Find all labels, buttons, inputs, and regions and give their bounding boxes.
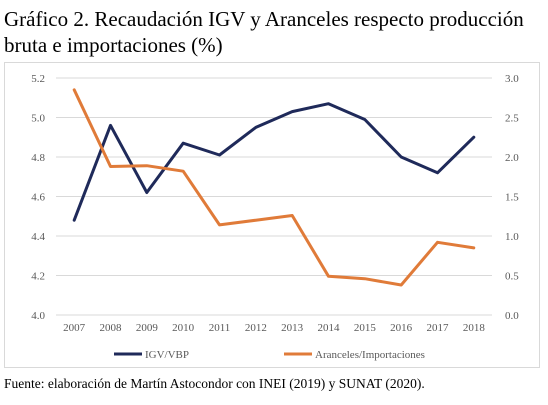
y-right-tick-label: 0.0 (505, 310, 519, 322)
chart-frame (4, 62, 540, 368)
series-line-aranceles-importaciones (72, 88, 476, 287)
x-tick-label: 2012 (245, 322, 267, 334)
series-line-igv-vbp (72, 102, 476, 222)
x-tick-label: 2017 (427, 322, 450, 334)
legend-label: Aranceles/Importaciones (315, 349, 425, 361)
x-tick-label: 2016 (390, 322, 413, 334)
chart-title: Gráfico 2. Recaudación IGV y Aranceles r… (4, 7, 524, 57)
line-chart: 4.0 4.2 4.4 4.6 4.8 5.0 5.2 0.0 0.5 1.0 1.5 2.0 2.5 3… (31, 73, 519, 361)
source-note: Fuente: elaboración de Martín Astocondor… (4, 376, 425, 391)
y-left-tick-label: 4.2 (31, 271, 45, 283)
y-left-tick-label: 5.0 (31, 113, 45, 125)
y-left-tick-label: 5.2 (31, 73, 45, 85)
x-tick-label: 2011 (209, 322, 231, 334)
y-right-tick-label: 1.5 (505, 192, 519, 204)
x-tick-label: 2013 (281, 322, 304, 334)
x-tick-label: 2014 (318, 322, 341, 334)
x-tick-label: 2018 (463, 322, 486, 334)
y-right-tick-label: 2.5 (505, 113, 519, 125)
y-right-tick-label: 3.0 (505, 73, 519, 85)
x-tick-label: 2009 (136, 322, 159, 334)
y-right-tick-label: 0.5 (505, 271, 519, 283)
legend-label: IGV/VBP (145, 349, 189, 361)
y-left-tick-label: 4.0 (31, 310, 45, 322)
y-left-tick-label: 4.8 (31, 152, 45, 164)
x-tick-label: 2010 (172, 322, 195, 334)
x-tick-label: 2015 (354, 322, 377, 334)
x-tick-label: 2007 (63, 322, 86, 334)
y-right-tick-label: 2.0 (505, 152, 519, 164)
y-left-tick-label: 4.6 (31, 192, 45, 204)
x-tick-label: 2008 (100, 322, 123, 334)
y-right-tick-label: 1.0 (505, 231, 519, 243)
y-left-tick-label: 4.4 (31, 231, 45, 243)
